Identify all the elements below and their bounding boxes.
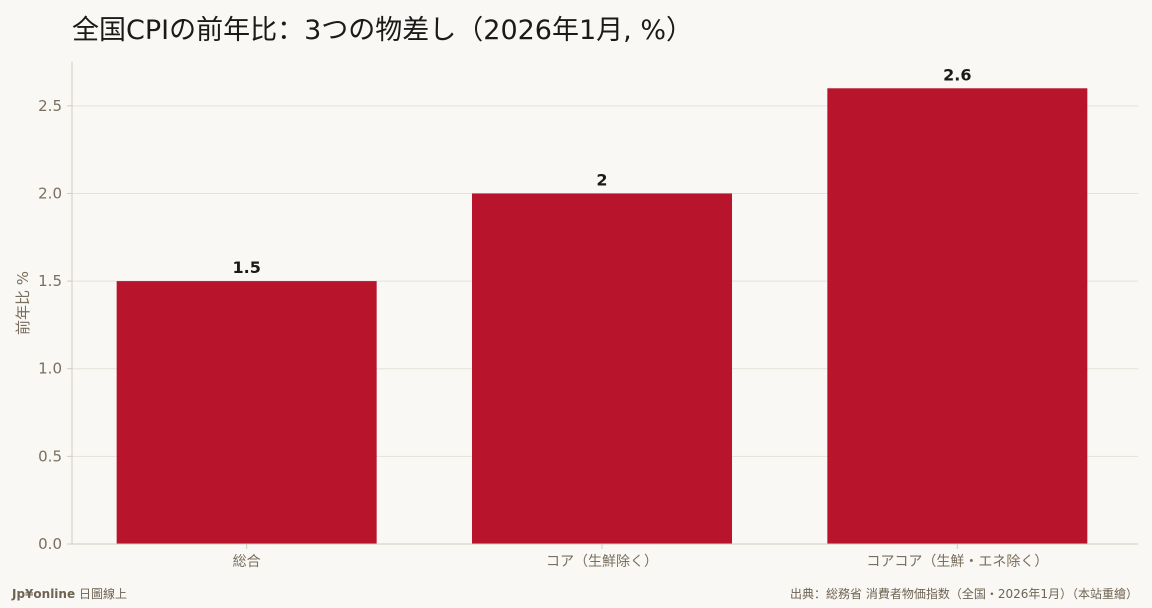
x-tick-label: 総合 bbox=[233, 554, 261, 570]
y-tick-label: 2.0 bbox=[38, 184, 62, 202]
y-tick-label: 0.0 bbox=[38, 535, 62, 553]
chart-title: 全国CPIの前年比：3つの物差し（2026年1月, %） bbox=[72, 15, 693, 46]
x-tick-label: コア（生鮮除く） bbox=[546, 554, 658, 570]
source-note: 出典：総務省 消費者物価指数（全国・2026年1月）（本站重繪） bbox=[790, 587, 1138, 601]
bar-value-label: 2.6 bbox=[943, 65, 971, 84]
bar bbox=[116, 281, 377, 544]
x-ticks: 総合 コア（生鮮除く） コアコア（生鮮・エネ除く） bbox=[233, 544, 1048, 570]
bar-value-label: 2 bbox=[596, 170, 607, 189]
y-tick-label: 2.5 bbox=[38, 97, 62, 115]
bars bbox=[116, 88, 1088, 545]
value-labels: 1.5 2 2.6 bbox=[232, 65, 971, 277]
bar-value-label: 1.5 bbox=[232, 258, 260, 277]
footer-brand: Jp¥online 日圖線上 bbox=[12, 585, 127, 602]
x-tick-label: コアコア（生鮮・エネ除く） bbox=[866, 554, 1048, 570]
y-ticks: 0.0 0.5 1.0 1.5 2.0 2.5 bbox=[38, 97, 72, 553]
bar bbox=[472, 193, 732, 545]
bar bbox=[827, 88, 1088, 545]
y-axis-label: 前年比 % bbox=[14, 271, 32, 335]
y-tick-label: 0.5 bbox=[38, 447, 62, 465]
y-tick-label: 1.0 bbox=[38, 360, 62, 378]
brand-tagline: 日圖線上 bbox=[78, 587, 127, 601]
brand-logo-text: Jp¥online bbox=[12, 587, 76, 601]
y-tick-label: 1.5 bbox=[38, 272, 62, 290]
